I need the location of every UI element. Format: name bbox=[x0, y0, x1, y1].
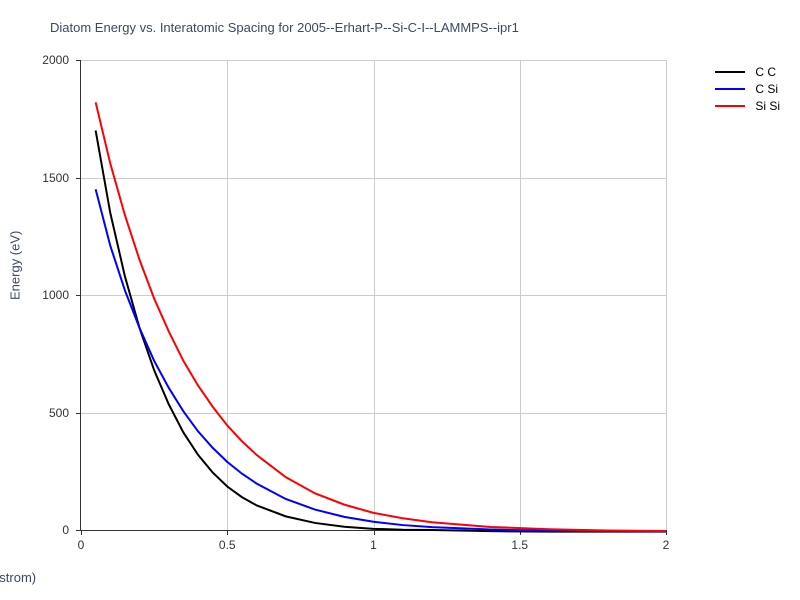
tick-mark-x bbox=[666, 530, 667, 535]
legend-item-cc[interactable]: C C bbox=[715, 65, 780, 79]
chart-container: Diatom Energy vs. Interatomic Spacing fo… bbox=[0, 0, 800, 600]
xtick-label: 1 bbox=[370, 538, 377, 552]
legend-item-sisi[interactable]: Si Si bbox=[715, 99, 780, 113]
ytick-label: 2000 bbox=[42, 53, 69, 67]
series-line[interactable] bbox=[96, 102, 666, 531]
chart-title: Diatom Energy vs. Interatomic Spacing fo… bbox=[50, 20, 519, 35]
legend: C C C Si Si Si bbox=[715, 65, 780, 116]
curves-svg bbox=[81, 60, 666, 530]
series-line[interactable] bbox=[96, 189, 666, 531]
ytick-label: 0 bbox=[62, 523, 69, 537]
tick-mark-y bbox=[76, 530, 81, 531]
ytick-label: 1500 bbox=[42, 171, 69, 185]
legend-line-sisi bbox=[715, 105, 745, 107]
legend-line-cc bbox=[715, 71, 745, 73]
ytick-label: 500 bbox=[49, 406, 69, 420]
xtick-label: 0 bbox=[78, 538, 85, 552]
tick-mark-x bbox=[227, 530, 228, 535]
gridline-v bbox=[666, 60, 667, 530]
legend-label: C Si bbox=[755, 82, 778, 96]
xtick-label: 1.5 bbox=[511, 538, 528, 552]
legend-label: Si Si bbox=[755, 99, 780, 113]
legend-line-csi bbox=[715, 88, 745, 90]
xtick-label: 2 bbox=[663, 538, 670, 552]
legend-item-csi[interactable]: C Si bbox=[715, 82, 780, 96]
series-line[interactable] bbox=[96, 131, 666, 532]
tick-mark-x bbox=[374, 530, 375, 535]
legend-label: C C bbox=[755, 65, 776, 79]
ytick-label: 1000 bbox=[42, 288, 69, 302]
plot-area[interactable]: 00.511.520500100015002000 bbox=[80, 60, 666, 531]
tick-mark-x bbox=[81, 530, 82, 535]
xtick-label: 0.5 bbox=[219, 538, 236, 552]
x-axis-label: r (Angstrom) bbox=[0, 570, 400, 585]
y-axis-label: Energy (eV) bbox=[8, 231, 23, 300]
